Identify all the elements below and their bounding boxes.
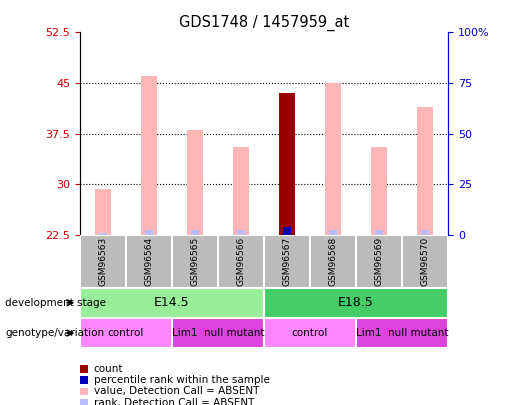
Text: GSM96569: GSM96569 (374, 237, 384, 286)
Bar (417, 107, 433, 235)
Bar (375, 230, 383, 235)
Bar (145, 230, 153, 235)
Bar (310, 235, 356, 288)
Bar (95, 189, 111, 235)
Bar (371, 147, 387, 235)
Text: control: control (292, 328, 328, 338)
Bar (80, 288, 264, 318)
Text: Lim1  null mutant: Lim1 null mutant (356, 328, 448, 338)
Text: E18.5: E18.5 (338, 296, 374, 309)
Bar (325, 83, 341, 235)
Text: GSM96563: GSM96563 (98, 237, 107, 286)
Title: GDS1748 / 1457959_at: GDS1748 / 1457959_at (179, 15, 349, 31)
Text: development stage: development stage (5, 298, 106, 308)
Text: percentile rank within the sample: percentile rank within the sample (94, 375, 270, 385)
Text: GSM96566: GSM96566 (236, 237, 246, 286)
Bar (172, 318, 264, 348)
Bar (80, 318, 172, 348)
Bar (218, 235, 264, 288)
Text: GSM96568: GSM96568 (329, 237, 337, 286)
Bar (402, 235, 448, 288)
Text: count: count (94, 364, 123, 374)
Bar (421, 230, 429, 235)
Bar (329, 230, 337, 235)
Bar (80, 235, 126, 288)
Text: GSM96567: GSM96567 (282, 237, 291, 286)
Bar (264, 318, 356, 348)
Bar (233, 147, 249, 235)
Text: GSM96565: GSM96565 (191, 237, 199, 286)
Bar (283, 227, 291, 235)
Text: E14.5: E14.5 (154, 296, 190, 309)
Bar (141, 76, 157, 235)
Bar (356, 318, 448, 348)
Text: GSM96564: GSM96564 (144, 237, 153, 286)
Text: value, Detection Call = ABSENT: value, Detection Call = ABSENT (94, 386, 259, 396)
Bar (172, 235, 218, 288)
Bar (187, 130, 203, 235)
Bar (356, 235, 402, 288)
Text: control: control (108, 328, 144, 338)
Bar (99, 232, 107, 235)
Text: rank, Detection Call = ABSENT: rank, Detection Call = ABSENT (94, 398, 254, 405)
Bar (279, 93, 295, 235)
Bar (126, 235, 172, 288)
Bar (191, 230, 199, 235)
Text: GSM96570: GSM96570 (421, 237, 430, 286)
Bar (237, 230, 245, 235)
Text: genotype/variation: genotype/variation (5, 328, 104, 338)
Bar (264, 235, 310, 288)
Bar (264, 288, 448, 318)
Text: Lim1  null mutant: Lim1 null mutant (171, 328, 264, 338)
